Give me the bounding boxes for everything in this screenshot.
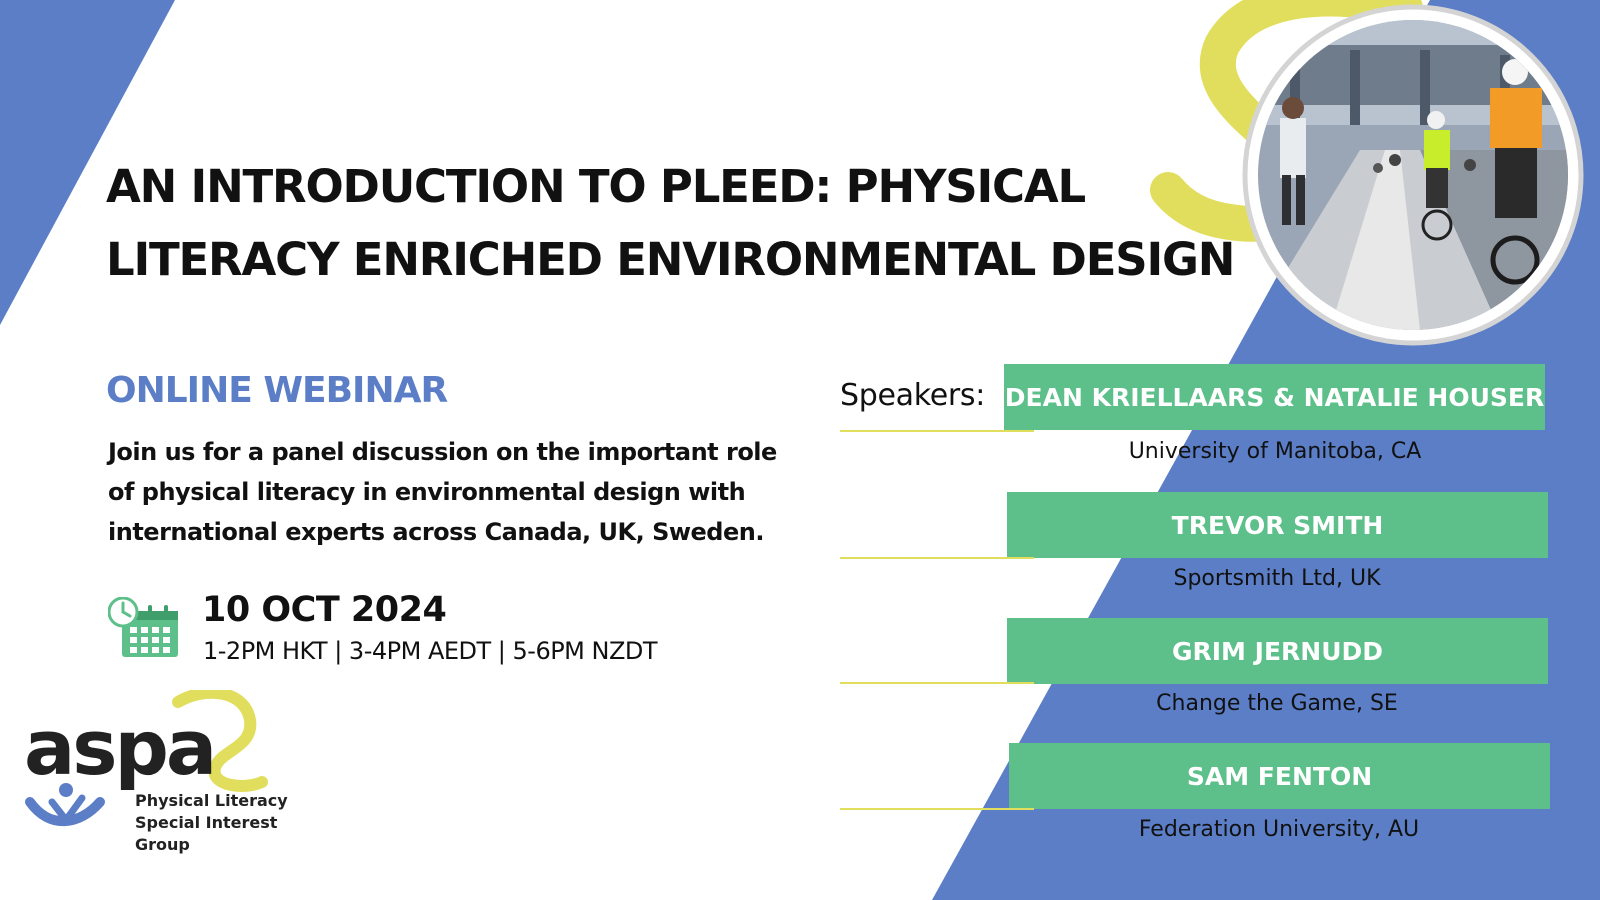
speaker-name-box: TREVOR SMITH	[1007, 492, 1548, 558]
aspa-logo-mark	[25, 690, 268, 827]
logo-subtitle-line-1: Physical Literacy	[135, 791, 288, 810]
speaker-underline	[840, 808, 1034, 810]
webinar-label: ONLINE WEBINAR	[106, 370, 448, 411]
speaker-affiliation: Change the Game, SE	[1156, 691, 1398, 716]
speaker-name-box: DEAN KRIELLAARS & NATALIE HOUSER	[1004, 364, 1545, 430]
speaker-name-box: SAM FENTON	[1009, 743, 1550, 809]
aspa-logo-subtitle: Physical Literacy Special Interest Group	[135, 790, 288, 856]
logo-subtitle-line-3: Group	[135, 835, 190, 854]
calendar-clock-icon	[108, 597, 178, 657]
event-times: 1-2PM HKT | 3-4PM AEDT | 5-6PM NZDT	[203, 637, 658, 665]
cyclists-commuting-photo	[1258, 20, 1568, 330]
aspa-logo-wordmark: aspa	[24, 703, 217, 792]
logo-subtitle-line-2: Special Interest	[135, 813, 278, 832]
speaker-underline	[840, 682, 1034, 684]
event-title-line-1: AN INTRODUCTION TO PLEED: PHYSICAL	[106, 160, 1086, 213]
speakers-label: Speakers:	[840, 378, 986, 413]
speaker-affiliation: Federation University, AU	[1138, 817, 1420, 842]
speaker-underline	[840, 430, 1034, 432]
speaker-name-box: GRIM JERNUDD	[1007, 618, 1548, 684]
event-date: 10 OCT 2024	[202, 590, 447, 630]
speaker-affiliation: University of Manitoba, CA	[1128, 439, 1422, 464]
top-left-blue-triangle	[0, 0, 175, 325]
event-title-line-2: LITERACY ENRICHED ENVIRONMENTAL DESIGN	[106, 233, 1235, 286]
speaker-underline	[840, 557, 1034, 559]
event-description: Join us for a panel discussion on the im…	[108, 438, 777, 546]
event-title: AN INTRODUCTION TO PLEED: PHYSICAL LITER…	[106, 150, 1235, 296]
speaker-affiliation: Sportsmith Ltd, UK	[1173, 566, 1381, 591]
